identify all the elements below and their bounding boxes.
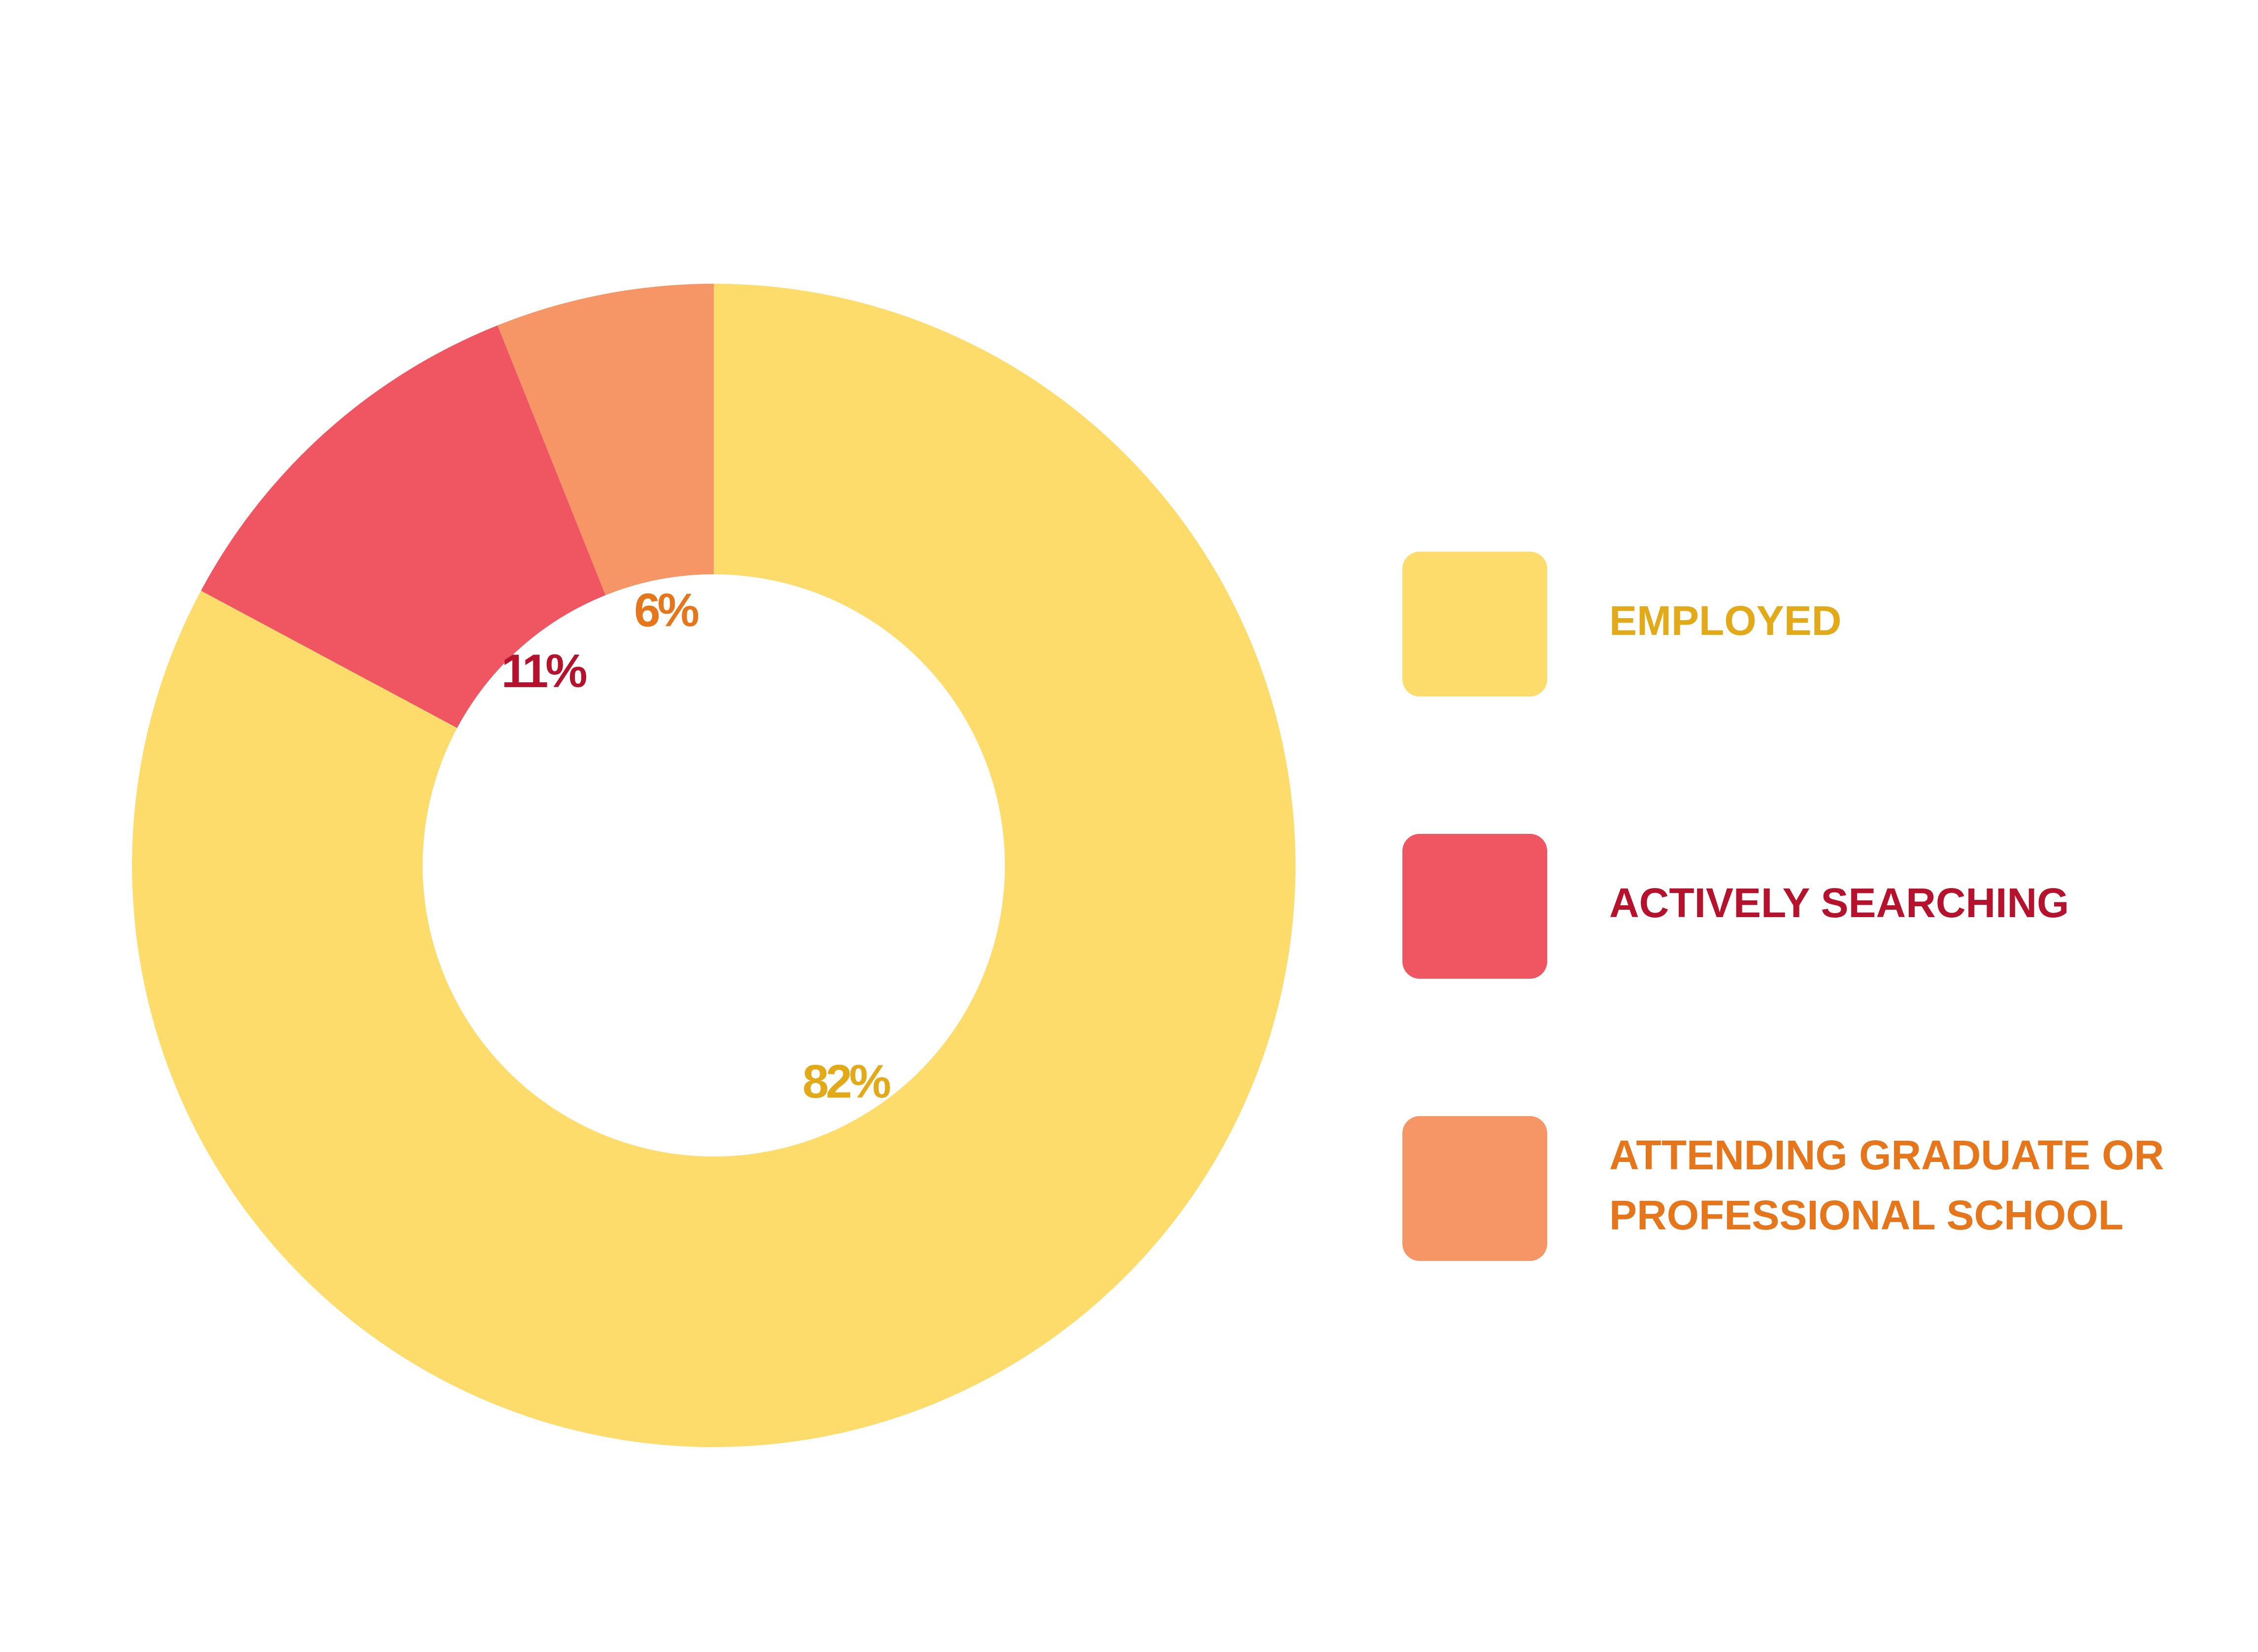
legend-label: EMPLOYED bbox=[1609, 597, 1841, 644]
legend-swatch bbox=[1402, 1116, 1547, 1261]
donut-segment bbox=[201, 325, 606, 728]
legend-swatch bbox=[1402, 552, 1547, 696]
donut-segment bbox=[132, 284, 1295, 1447]
data-label: 6% bbox=[634, 584, 698, 637]
data-label: 82% bbox=[802, 1056, 890, 1108]
legend-label: ACTIVELY SEARCHING bbox=[1609, 880, 2069, 926]
data-label: 11% bbox=[501, 645, 586, 697]
donut-segment bbox=[498, 284, 714, 595]
legend-swatch bbox=[1402, 834, 1547, 979]
legend-label: ATTENDING GRADUATE OR PROFESSIONAL SCHOOL bbox=[1609, 1132, 2164, 1238]
